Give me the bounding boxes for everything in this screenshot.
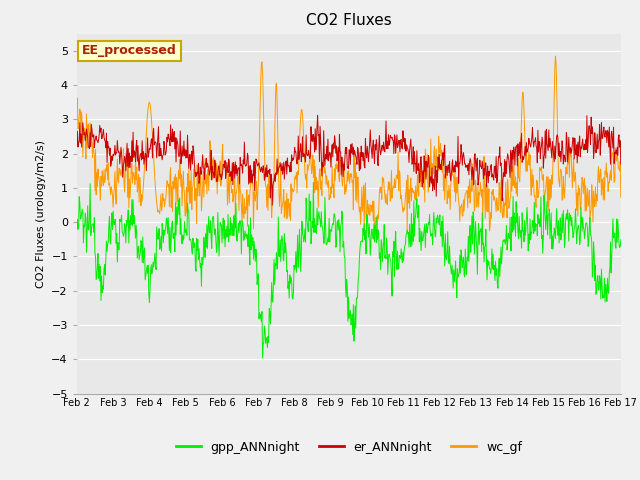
Legend: gpp_ANNnight, er_ANNnight, wc_gf: gpp_ANNnight, er_ANNnight, wc_gf <box>171 436 527 459</box>
Text: EE_processed: EE_processed <box>82 44 177 58</box>
Title: CO2 Fluxes: CO2 Fluxes <box>306 13 392 28</box>
Y-axis label: CO2 Fluxes (urology/m2/s): CO2 Fluxes (urology/m2/s) <box>36 140 45 288</box>
